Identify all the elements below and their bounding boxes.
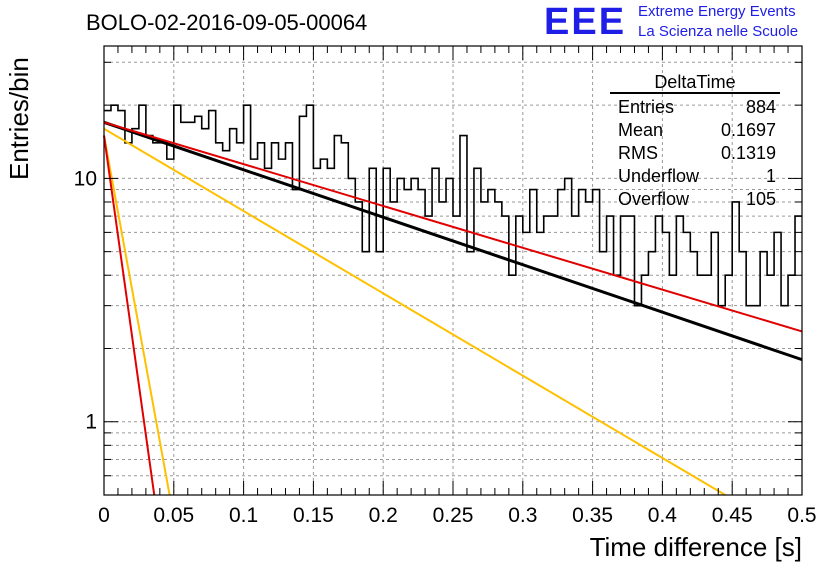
chart-title: BOLO-02-2016-09-05-00064 xyxy=(86,10,368,35)
fit-line-4 xyxy=(103,135,171,496)
fit-line-1 xyxy=(103,120,803,362)
x-tick-label: 0.45 xyxy=(712,504,753,527)
stats-row-underflow: Underflow 1 xyxy=(610,165,780,188)
logo-line-1: Extreme Energy Events xyxy=(638,3,796,20)
stats-row-overflow: Overflow 105 xyxy=(610,188,780,211)
fit-line-3 xyxy=(103,127,726,496)
y-tick-label: 1 xyxy=(85,411,97,434)
y-tick-label: 10 xyxy=(74,167,97,190)
stats-value: 105 xyxy=(745,189,776,209)
x-tick-label: 0.25 xyxy=(433,504,474,527)
stats-label: Overflow xyxy=(618,189,690,209)
x-tick-label: 0.05 xyxy=(153,504,194,527)
stats-label: Entries xyxy=(618,97,675,117)
logo-line-2: La Scienza nelle Scuole xyxy=(638,23,799,40)
x-tick-label: 0 xyxy=(98,504,110,527)
stats-box: DeltaTime Entries 884 Mean 0.1697 RMS 0.… xyxy=(610,72,780,211)
x-tick-label: 0.4 xyxy=(648,504,678,527)
x-tick-label: 0.3 xyxy=(508,504,537,527)
x-tick-label: 0.5 xyxy=(787,504,816,527)
y-axis-label: Entries/bin xyxy=(4,57,34,180)
x-tick-label: 0.2 xyxy=(369,504,398,527)
eee-logo: EEE xyxy=(544,1,627,43)
stats-label: Underflow xyxy=(618,166,700,186)
x-tick-label: 0.1 xyxy=(229,504,258,527)
stats-value: 0.1319 xyxy=(720,143,776,163)
stats-label: Mean xyxy=(618,120,664,140)
stats-value: 884 xyxy=(745,97,776,117)
x-axis-label: Time difference [s] xyxy=(589,532,802,562)
fit-line-2 xyxy=(103,121,803,333)
stats-row-rms: RMS 0.1319 xyxy=(610,142,780,165)
x-tick-label: 0.15 xyxy=(293,504,334,527)
fit-line-5 xyxy=(103,135,156,496)
histogram-step xyxy=(104,104,802,307)
stats-value: 1 xyxy=(765,166,776,186)
stats-row-mean: Mean 0.1697 xyxy=(610,119,780,142)
x-tick-label: 0.35 xyxy=(572,504,613,527)
stats-label: RMS xyxy=(618,143,658,163)
stats-value: 0.1697 xyxy=(720,120,776,140)
stats-row-entries: Entries 884 xyxy=(610,96,780,119)
stats-title: DeltaTime xyxy=(610,72,780,94)
